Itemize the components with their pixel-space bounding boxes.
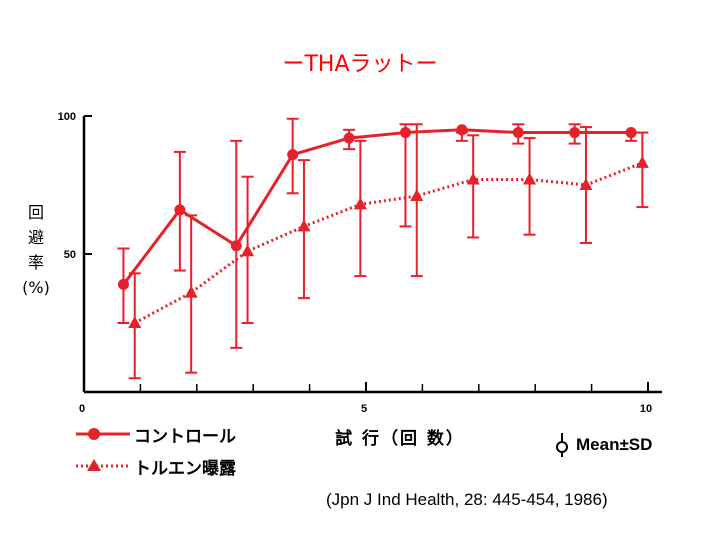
series-line-control xyxy=(122,128,632,286)
data-point-circle xyxy=(117,278,129,290)
chart-title: ーTHAラットー xyxy=(282,52,438,77)
legend-circle-marker-icon xyxy=(76,428,130,440)
data-point-triangle xyxy=(466,172,480,185)
y-axis-label-unit: (%) xyxy=(22,278,50,297)
legend-triangle-marker-icon xyxy=(76,459,130,471)
legend-item-control: コントロール xyxy=(74,418,236,450)
data-point-triangle xyxy=(353,197,367,210)
data-point-circle xyxy=(399,127,411,139)
y-axis-label-char: 回 xyxy=(27,203,44,222)
source-citation: (Jpn J Ind Health, 28: 445-454, 1986) xyxy=(326,490,608,509)
chart-axes: 50 100 0 5 10 xyxy=(58,111,662,415)
y-axis-label-char: 率 xyxy=(27,253,44,272)
data-point-circle xyxy=(343,132,355,144)
data-point-triangle xyxy=(184,285,198,298)
data-point-circle xyxy=(512,127,524,139)
x-axis-label: 試 行（回 数） xyxy=(335,429,465,449)
data-point-triangle xyxy=(523,172,537,185)
data-point-triangle xyxy=(579,178,593,190)
mean-sd-key: Mean±SD xyxy=(552,432,652,458)
legend: コントロール トルエン曝露 xyxy=(74,418,236,482)
data-point-circle xyxy=(230,240,242,252)
legend-label-control: コントロール xyxy=(134,426,236,447)
data-point-circle xyxy=(456,124,468,136)
data-point-circle xyxy=(625,127,637,139)
x-tick-label: 5 xyxy=(361,403,367,415)
x-tick-label: 0 xyxy=(79,403,85,415)
legend-label-toluene: トルエン曝露 xyxy=(134,458,236,479)
data-point-triangle xyxy=(241,244,255,257)
series-lines xyxy=(122,128,643,325)
mean-sd-label: Mean±SD xyxy=(576,435,653,454)
data-point-triangle xyxy=(297,219,311,232)
data-point-triangle xyxy=(128,316,142,328)
y-axis-label-char: 避 xyxy=(27,228,44,247)
y-tick-label: 100 xyxy=(58,111,76,123)
error-bars xyxy=(117,117,649,380)
error-bar-symbol-icon xyxy=(556,433,568,457)
legend-item-toluene: トルエン曝露 xyxy=(74,450,236,482)
data-point-circle xyxy=(287,149,299,161)
data-point-triangle xyxy=(635,155,649,168)
data-point-circle xyxy=(174,204,186,216)
data-point-circle xyxy=(569,127,581,139)
series-markers xyxy=(117,124,649,328)
x-tick-label: 10 xyxy=(640,403,652,415)
data-point-triangle xyxy=(410,189,424,202)
series-line-toluene xyxy=(134,161,643,325)
y-axis-label: 回 避 率 (%) xyxy=(16,200,56,300)
y-tick-label: 50 xyxy=(64,249,76,261)
